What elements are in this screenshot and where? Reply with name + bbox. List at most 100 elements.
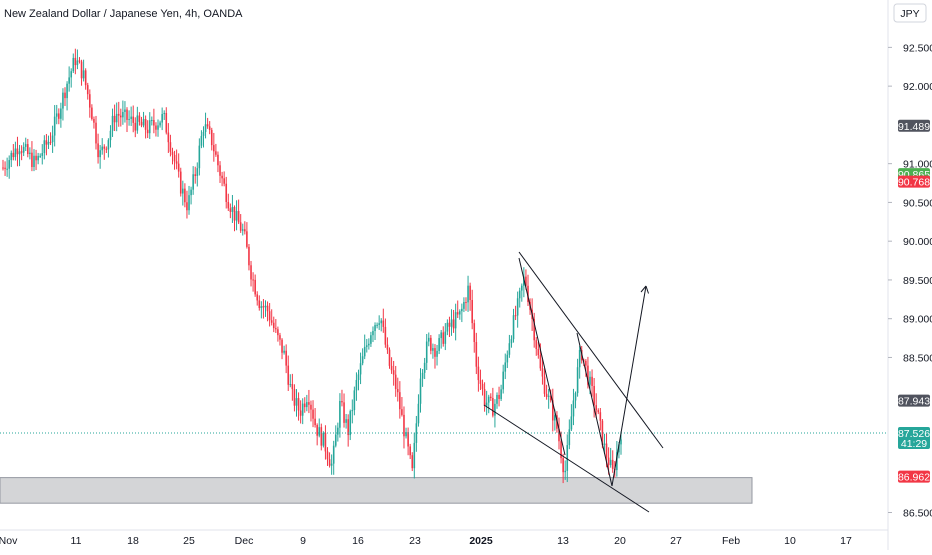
candle-body [479,380,482,384]
candle [37,152,39,165]
candle-body [343,402,345,423]
candle-body [512,315,515,340]
candle [361,348,364,366]
candle-body [471,299,473,324]
candle [138,112,141,126]
y-tick-label: 89.500 [903,275,932,287]
candle [219,161,221,183]
candle-body [533,318,535,341]
candle [396,377,399,402]
candle-body [167,132,170,143]
candle [258,295,261,311]
candle-body [223,178,225,184]
candle-body [415,423,418,443]
currency-button-frame[interactable] [893,3,927,23]
candle [175,149,178,170]
candle-body [394,374,397,390]
candle [518,287,521,308]
candle-body [570,416,573,430]
candle [386,337,389,354]
candle [469,282,471,311]
candle [260,301,263,319]
candle-body [210,129,213,146]
candle [370,331,372,347]
candle [324,425,327,460]
candle [62,88,64,121]
candle-body [518,290,521,299]
candle-body [605,443,608,458]
candle [113,104,116,132]
price-badge-bg [898,175,930,188]
candle-body [70,71,73,78]
candle [343,393,345,428]
support-zone[interactable] [0,477,753,504]
y-tick-label: 91.000 [903,159,932,171]
candle [86,82,89,100]
candle [378,315,380,330]
candle-body [29,152,31,155]
candle-body [241,229,244,231]
currency-button[interactable]: JPY [893,3,927,23]
price-badge-text: 87.943 [898,396,930,408]
candle [436,344,438,366]
candle-body [506,354,509,363]
candle [117,101,120,127]
candle [489,393,492,401]
candle-body [370,335,372,344]
candle [541,357,544,385]
candle-body [527,285,529,302]
candle-body [200,135,203,146]
candle [430,335,432,355]
candle-body [324,432,327,452]
wave-line-1[interactable] [518,257,566,456]
wedge-lower-line[interactable] [483,404,650,513]
candle [4,161,6,176]
price-badge-bg [898,394,930,407]
candle [421,369,424,387]
candle-body [45,140,48,145]
candle-body [198,145,201,169]
candle-body [39,155,42,157]
candle-body [138,115,141,122]
candle-body [204,124,207,132]
candle-body [314,418,316,426]
candle [270,309,273,326]
candle-body [345,419,347,423]
candle-body [272,322,275,329]
candle-body [235,211,238,221]
candle [55,104,58,125]
candle-body [281,339,283,353]
candle [47,135,50,150]
candle-body [179,171,182,194]
price-badges-layer: 91.48990.86590.76887.94387.52641:2986.96… [898,119,930,484]
candle-body [502,371,504,390]
projection-arrow-line[interactable] [611,285,647,487]
candle [252,272,254,292]
candle-body [82,70,85,79]
candle-body [384,326,387,345]
candle [494,399,496,428]
candle-body [543,376,546,394]
candle [287,355,290,391]
candle [132,105,135,133]
candle-body [140,121,143,126]
candle [487,394,490,414]
candle-body [20,151,23,153]
candle-body [84,70,87,86]
candle-body [541,368,544,377]
candle [74,48,77,75]
candle [10,150,13,168]
wave-line-2[interactable] [576,332,613,487]
candle [6,157,8,177]
x-tick-label: 17 [840,535,852,547]
candle [533,312,535,348]
candle [568,419,571,450]
candle [275,319,277,334]
wedge-upper-line[interactable] [518,251,664,449]
candle-body [332,445,335,464]
candle [82,59,85,82]
candle-body [405,432,407,437]
